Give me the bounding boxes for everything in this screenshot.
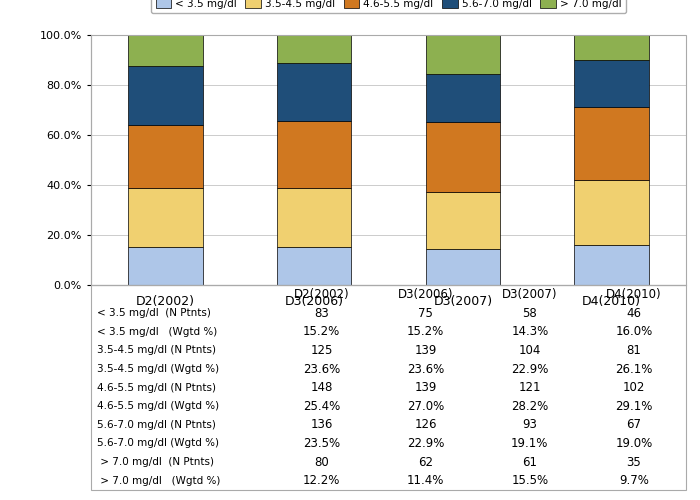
Text: 61: 61 <box>522 456 538 468</box>
Text: 12.2%: 12.2% <box>303 474 340 487</box>
Bar <box>277 64 351 120</box>
Bar <box>277 34 351 64</box>
Bar <box>575 60 649 107</box>
Bar <box>426 122 500 192</box>
Text: > 7.0 mg/dl  (N Ptnts): > 7.0 mg/dl (N Ptnts) <box>97 457 214 467</box>
Bar <box>426 74 500 122</box>
Text: 139: 139 <box>414 381 437 394</box>
Text: 58: 58 <box>522 306 537 320</box>
Text: 67: 67 <box>626 418 641 432</box>
Text: 22.9%: 22.9% <box>407 437 444 450</box>
Text: 29.1%: 29.1% <box>615 400 652 412</box>
Text: 3.5-4.5 mg/dl (N Ptnts): 3.5-4.5 mg/dl (N Ptnts) <box>97 346 216 356</box>
Bar <box>575 36 649 60</box>
Bar <box>128 247 202 285</box>
Bar <box>128 36 202 66</box>
Bar <box>426 35 500 74</box>
Text: D4(2010): D4(2010) <box>606 288 662 301</box>
Bar <box>575 107 649 180</box>
Bar <box>128 66 202 124</box>
Text: 126: 126 <box>414 418 437 432</box>
Text: 35: 35 <box>626 456 641 468</box>
Text: 9.7%: 9.7% <box>619 474 649 487</box>
Legend: < 3.5 mg/dl, 3.5-4.5 mg/dl, 4.6-5.5 mg/dl, 5.6-7.0 mg/dl, > 7.0 mg/dl: < 3.5 mg/dl, 3.5-4.5 mg/dl, 4.6-5.5 mg/d… <box>151 0 626 14</box>
Text: 121: 121 <box>519 381 541 394</box>
Text: 81: 81 <box>626 344 641 357</box>
Bar <box>426 250 500 285</box>
Text: 5.6-7.0 mg/dl (Wgtd %): 5.6-7.0 mg/dl (Wgtd %) <box>97 438 219 448</box>
Text: 3.5-4.5 mg/dl (Wgtd %): 3.5-4.5 mg/dl (Wgtd %) <box>97 364 219 374</box>
Text: 27.0%: 27.0% <box>407 400 444 412</box>
Text: 15.2%: 15.2% <box>303 326 340 338</box>
Text: 4.6-5.5 mg/dl (Wgtd %): 4.6-5.5 mg/dl (Wgtd %) <box>97 401 219 411</box>
Text: 93: 93 <box>522 418 538 432</box>
Text: < 3.5 mg/dl   (Wgtd %): < 3.5 mg/dl (Wgtd %) <box>97 327 217 337</box>
Text: > 7.0 mg/dl   (Wgtd %): > 7.0 mg/dl (Wgtd %) <box>97 476 220 486</box>
Text: 80: 80 <box>314 456 329 468</box>
Text: 5.6-7.0 mg/dl (N Ptnts): 5.6-7.0 mg/dl (N Ptnts) <box>97 420 216 430</box>
Text: 23.6%: 23.6% <box>407 362 444 376</box>
Text: 75: 75 <box>419 306 433 320</box>
Text: 23.6%: 23.6% <box>303 362 340 376</box>
Text: 102: 102 <box>623 381 645 394</box>
Text: 19.0%: 19.0% <box>615 437 652 450</box>
Text: 15.5%: 15.5% <box>511 474 548 487</box>
Text: 15.2%: 15.2% <box>407 326 444 338</box>
Bar <box>575 245 649 285</box>
Text: 26.1%: 26.1% <box>615 362 652 376</box>
Text: 46: 46 <box>626 306 641 320</box>
Text: 19.1%: 19.1% <box>511 437 549 450</box>
Text: D3(2006): D3(2006) <box>398 288 454 301</box>
Text: 23.5%: 23.5% <box>303 437 340 450</box>
Text: 4.6-5.5 mg/dl (N Ptnts): 4.6-5.5 mg/dl (N Ptnts) <box>97 382 216 392</box>
Text: 14.3%: 14.3% <box>511 326 548 338</box>
Text: 16.0%: 16.0% <box>615 326 652 338</box>
Bar <box>575 180 649 245</box>
Text: 136: 136 <box>310 418 332 432</box>
Text: 28.2%: 28.2% <box>511 400 548 412</box>
Text: 125: 125 <box>310 344 332 357</box>
Text: 104: 104 <box>519 344 541 357</box>
Text: D3(2007): D3(2007) <box>502 288 558 301</box>
Text: 11.4%: 11.4% <box>407 474 444 487</box>
Text: 83: 83 <box>314 306 329 320</box>
Text: 25.4%: 25.4% <box>303 400 340 412</box>
Bar <box>277 247 351 285</box>
Text: D2(2002): D2(2002) <box>294 288 349 301</box>
Bar <box>277 188 351 247</box>
Text: 62: 62 <box>418 456 433 468</box>
Bar <box>128 188 202 247</box>
Bar <box>426 192 500 250</box>
Bar <box>128 124 202 188</box>
Text: 139: 139 <box>414 344 437 357</box>
Bar <box>277 120 351 188</box>
Text: 148: 148 <box>310 381 332 394</box>
Text: 22.9%: 22.9% <box>511 362 549 376</box>
Text: < 3.5 mg/dl  (N Ptnts): < 3.5 mg/dl (N Ptnts) <box>97 308 211 318</box>
